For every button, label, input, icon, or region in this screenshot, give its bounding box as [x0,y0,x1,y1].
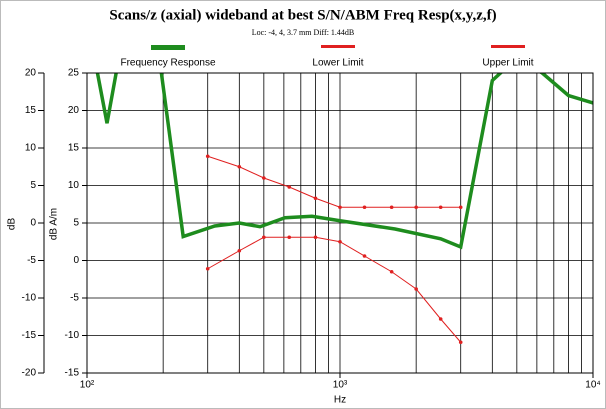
y2-tick-label: 0 [73,255,79,266]
point-marker [362,254,367,258]
y-tick-label: 5 [30,180,36,191]
point-marker [262,176,266,180]
point-marker [262,235,266,240]
y2-tick-label: -10 [65,330,80,341]
y2-tick-label: 25 [68,68,80,79]
y2-axis-label: dB A/m [49,208,60,240]
point-marker [458,205,463,210]
y-tick-label: -5 [27,255,36,266]
legend-label: Frequency Response [120,58,215,69]
y2-tick-label: -15 [65,368,80,379]
chart-subtitle: Loc: -4, 4, 3.7 mm Diff: 1.44dB [252,28,355,37]
y2-tick-label: 20 [68,105,80,116]
point-marker [313,235,318,240]
point-marker [362,205,367,210]
legend-label: Lower Limit [312,58,363,69]
legend-swatch [151,45,185,50]
point-marker [287,185,292,189]
point-marker [338,239,342,244]
series-layer [95,73,593,345]
y2-tick-label: 10 [68,180,80,191]
y-tick-label: 0 [30,218,36,229]
chart-title: Scans/z (axial) wideband at best S/N/ABM… [109,7,496,23]
x-tick-label: 10² [80,380,95,391]
legend-swatch [321,45,355,48]
legend-swatch [491,45,525,48]
y2-tick-label: 15 [68,143,80,154]
x-tick-label: 10³ [333,380,348,391]
plot-border [86,72,594,374]
point-marker [313,196,318,201]
y-tick-label: 10 [25,143,37,154]
point-marker [237,164,242,169]
y-axis-label: dB [7,218,18,231]
y-tick-label: 15 [25,105,37,116]
legend-label: Upper Limit [482,58,533,69]
point-marker [389,269,394,274]
y2-tick-label: -5 [70,293,79,304]
y-tick-label: -10 [22,293,37,304]
x-tick-label: 10⁴ [585,380,600,391]
point-marker [389,205,394,210]
point-marker [338,205,342,210]
x-axis-label: Hz [334,395,346,406]
point-marker [287,235,292,240]
y2-tick-label: 5 [73,218,79,229]
point-marker [237,248,242,253]
point-marker [414,287,418,291]
point-marker [438,317,443,321]
point-marker [205,154,210,159]
y-tick-label: -15 [22,330,37,341]
point-marker [438,205,443,210]
y-tick-label: 20 [25,68,37,79]
point-marker [414,205,418,210]
series-line [95,73,593,250]
point-marker [458,340,463,345]
point-marker [205,266,210,271]
y-tick-label: -20 [22,368,37,379]
